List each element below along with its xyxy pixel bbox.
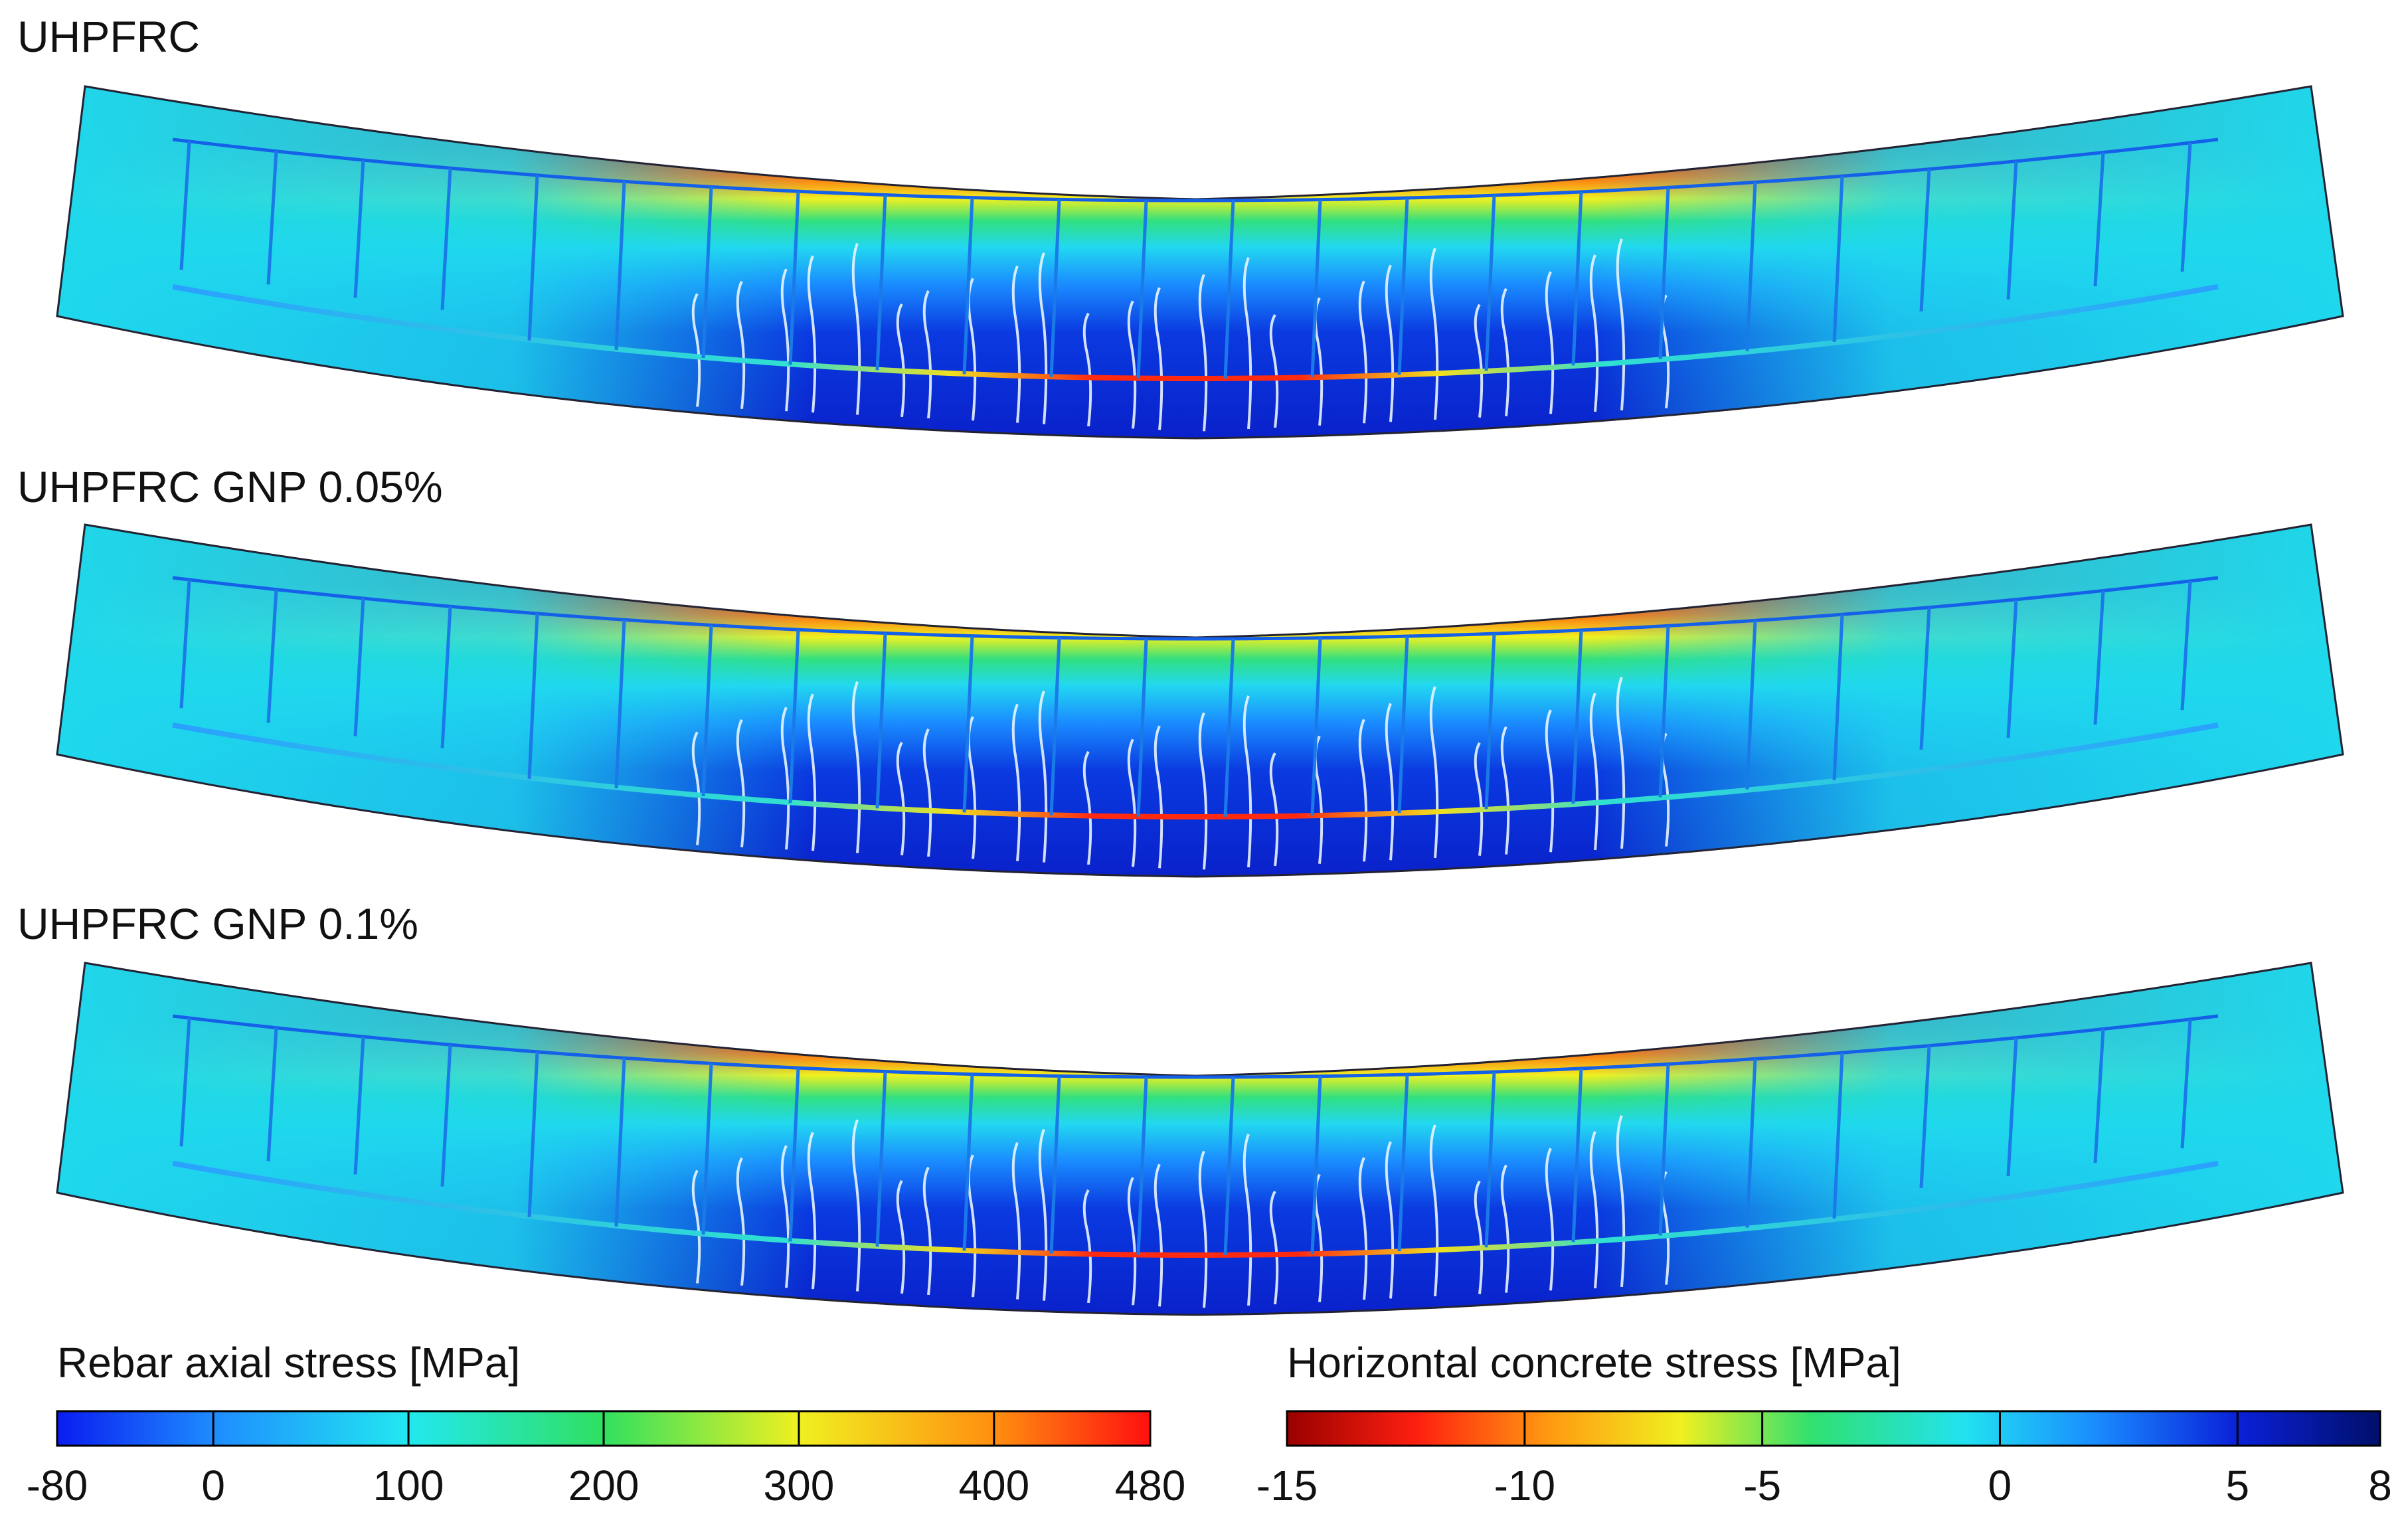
reinforcement-cage	[172, 1014, 2219, 1258]
rebar-tick-label: 400	[958, 1462, 1030, 1509]
beam-contour-gnp-005	[56, 523, 2344, 878]
concrete-colorbar-ticks	[1523, 1411, 2239, 1446]
panel-title-gnp-01: UHPFRC GNP 0.1%	[17, 899, 418, 948]
concrete-tick-label: 8	[2368, 1462, 2392, 1509]
rebar-colorbar-ticks	[212, 1411, 995, 1446]
concrete-tick-label: -15	[1256, 1462, 1318, 1509]
concrete-tick-label: -10	[1494, 1462, 1556, 1509]
beam-contour-uhpfrc	[56, 85, 2344, 440]
reinforcement-cage	[172, 576, 2219, 819]
rebar-tick-label: -80	[26, 1462, 88, 1509]
concrete-colorbar	[1286, 1410, 2381, 1447]
rebar-legend-title: Rebar axial stress [MPa]	[57, 1339, 521, 1387]
rebar-tick-label: 100	[373, 1462, 444, 1509]
rebar-tick-label: 480	[1114, 1462, 1186, 1509]
reinforcement-cage	[172, 137, 2219, 381]
concrete-legend-title: Horizontal concrete stress [MPa]	[1287, 1339, 1901, 1387]
concrete-tick-label: -5	[1743, 1462, 1782, 1509]
rebar-tick-label: 0	[201, 1462, 225, 1509]
panel-title-uhpfrc: UHPFRC	[17, 12, 200, 61]
panel-title-gnp-005: UHPFRC GNP 0.05%	[17, 462, 443, 511]
concrete-tick-label: 0	[1988, 1462, 2012, 1509]
beam-contour-gnp-01	[56, 962, 2344, 1316]
rebar-tick-label: 200	[568, 1462, 640, 1509]
rebar-tick-label: 300	[763, 1462, 835, 1509]
concrete-tick-label: 5	[2225, 1462, 2250, 1509]
